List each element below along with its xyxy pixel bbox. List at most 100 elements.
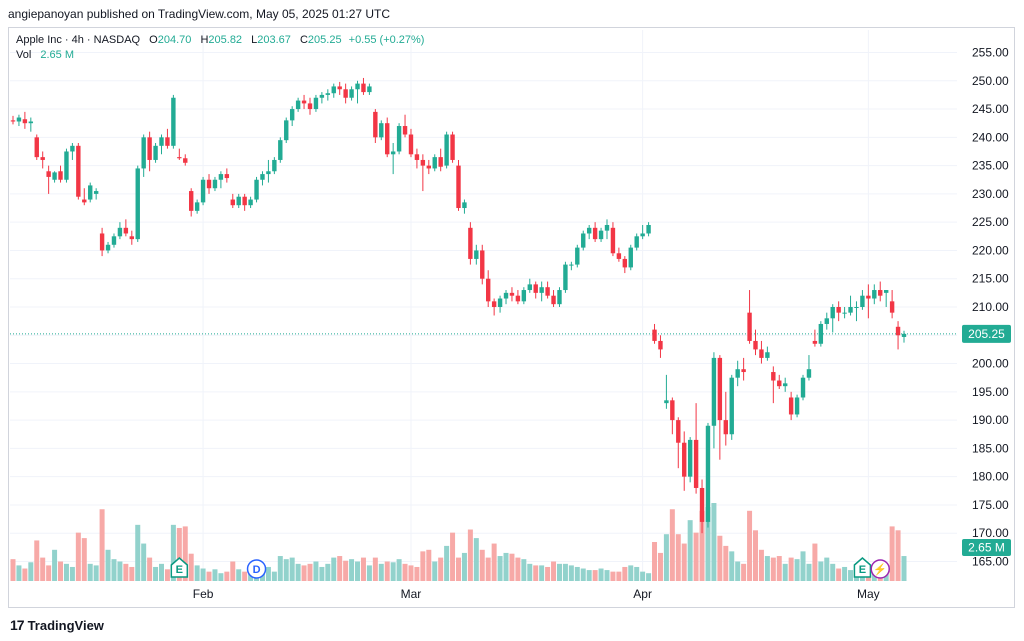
candle-body [284,120,289,141]
candle [189,188,194,217]
candle-body [159,137,164,146]
price-tick-label: 210.00 [972,300,1009,314]
open-label: O [149,34,158,46]
candle [212,176,218,192]
candle [450,131,455,163]
candle-body [693,439,699,488]
chart-frame[interactable] [8,27,1015,608]
volume-bar [895,530,901,581]
volume-bar [396,559,402,581]
time-tick-label: Feb [193,587,214,601]
candle [812,329,818,347]
candle-body [836,307,841,313]
chart-legend: Apple Inc · 4h · NASDAQ O204.70 H205.82 … [16,33,424,63]
candle-body [105,244,111,251]
candle [557,287,562,307]
volume-bar [580,568,586,581]
tradingview-brand[interactable]: 17 TradingView [10,617,104,633]
candle [307,97,313,115]
candle [34,134,39,160]
high-value: 205.82 [208,34,243,46]
candle [670,397,675,435]
volume-bar [432,561,438,581]
price-axis[interactable]: 255.00 250.00 245.00 240.00 235.00 230.00 225.… [972,46,1009,569]
candle-body [52,172,57,180]
volume-bar [592,570,598,581]
candle [141,134,146,177]
candle-body [901,333,907,337]
candle-body [551,295,556,305]
low-label: L [251,34,258,46]
volume-bar [497,556,503,581]
candle-body [818,323,824,344]
candle-body [426,165,431,169]
candle [551,290,556,307]
candle [456,159,461,211]
candle-body [646,224,651,234]
volume-bar [230,561,236,581]
volume-bar [747,510,753,581]
grid-lines [10,30,957,581]
candle-body [313,97,319,110]
volume-bar [479,549,485,581]
candle-body [800,377,806,398]
candle [46,165,51,194]
candle [349,86,354,101]
candle-body [491,301,497,307]
candle [295,97,301,112]
candle [390,142,396,175]
dividend-marker-icon: D [246,559,267,579]
volume-bar [40,557,46,581]
change-value: +0.55 (+0.27%) [348,34,425,46]
candle-body [123,227,129,234]
volume-bar [170,524,176,581]
candle [408,128,414,158]
price-tick-label: 170.00 [972,526,1009,540]
volume-label: Vol [16,49,32,61]
volume-bar [147,557,153,581]
candle-body [806,369,812,378]
candle-body [569,264,574,266]
candle-body [319,94,325,98]
volume-bar [63,563,69,581]
volume-bar [800,551,806,581]
candle-body [545,287,550,296]
candle [842,307,847,319]
candle [806,355,812,381]
candles [10,77,907,534]
candle [491,298,497,316]
candle-body [22,119,28,124]
price-tick-label: 250.00 [972,74,1009,88]
volume-bar [450,532,456,581]
candle [604,219,610,240]
candle-body [640,233,645,237]
time-axis[interactable]: Feb Mar Apr May [193,587,880,601]
candle-body [474,250,479,259]
volume-bar [824,557,830,581]
last-volume-tag: 2.65 M [962,539,1011,556]
split-marker-icon: ⚡ [870,559,890,579]
volume-bar [331,557,337,581]
price-tick-label: 215.00 [972,272,1009,286]
earnings-marker-icon: E [170,557,189,578]
candle [396,123,402,155]
candle-body [414,154,420,160]
symbol-title[interactable]: Apple Inc · 4h · NASDAQ [16,34,141,46]
candle [503,290,509,305]
volume-bar [188,553,194,581]
candle-body [58,171,63,180]
candle [22,111,28,129]
candle [592,222,598,242]
candle [70,142,75,160]
candle-body [462,202,467,209]
volume-bar [830,563,836,581]
last-price-tag: 205.25 [962,324,1011,343]
candle-body [581,233,586,248]
volume-bar [99,509,105,581]
candle [379,120,384,141]
candle-body [687,439,693,477]
candle-body [153,145,158,160]
volume-bar [93,565,99,581]
candle [699,479,705,534]
